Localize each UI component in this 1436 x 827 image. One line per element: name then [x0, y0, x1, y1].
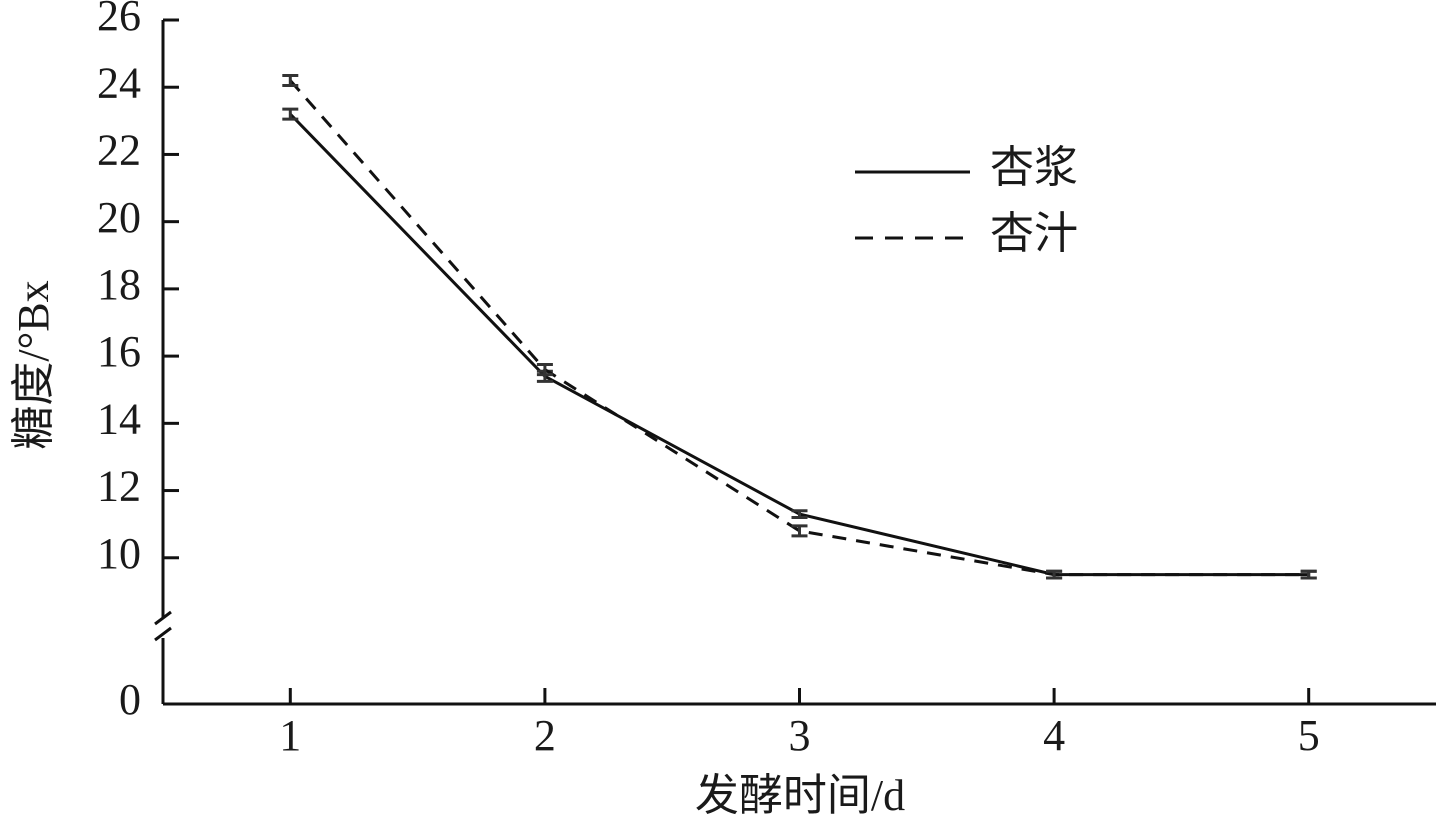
y-tick-label: 24: [97, 58, 141, 107]
axis-break: [154, 610, 172, 642]
legend-label: 杏汁: [990, 209, 1078, 258]
y-tick-label: 10: [97, 529, 141, 578]
y-axis-label: 糖度/°Bx: [9, 280, 58, 449]
y-tick-label: 0: [119, 675, 141, 724]
y-tick-label: 12: [97, 462, 141, 511]
error-bar: [282, 73, 299, 88]
error-bar: [791, 509, 808, 519]
series-line: [289, 113, 1309, 577]
y-tick-label: 26: [97, 0, 141, 40]
legend-label: 杏浆: [990, 143, 1078, 192]
y-tick-label: 14: [97, 394, 141, 443]
error-bar: [1046, 569, 1063, 580]
error-bar: [791, 524, 808, 538]
x-tick-label: 3: [789, 711, 811, 760]
error-bar: [1300, 569, 1317, 580]
series-line: [289, 79, 1309, 577]
error-bar: [282, 107, 299, 121]
x-tick-label: 1: [279, 711, 301, 760]
x-tick-label: 5: [1298, 711, 1320, 760]
y-tick-label: 20: [97, 193, 141, 242]
x-tick-label: 2: [534, 711, 556, 760]
y-tick-label: 22: [97, 126, 141, 175]
error-bar: [536, 363, 553, 377]
x-tick-label: 4: [1043, 711, 1065, 760]
x-axis-label: 发酵时间/d: [695, 771, 905, 820]
y-tick-label: 18: [97, 260, 141, 309]
y-tick-label: 16: [97, 327, 141, 376]
